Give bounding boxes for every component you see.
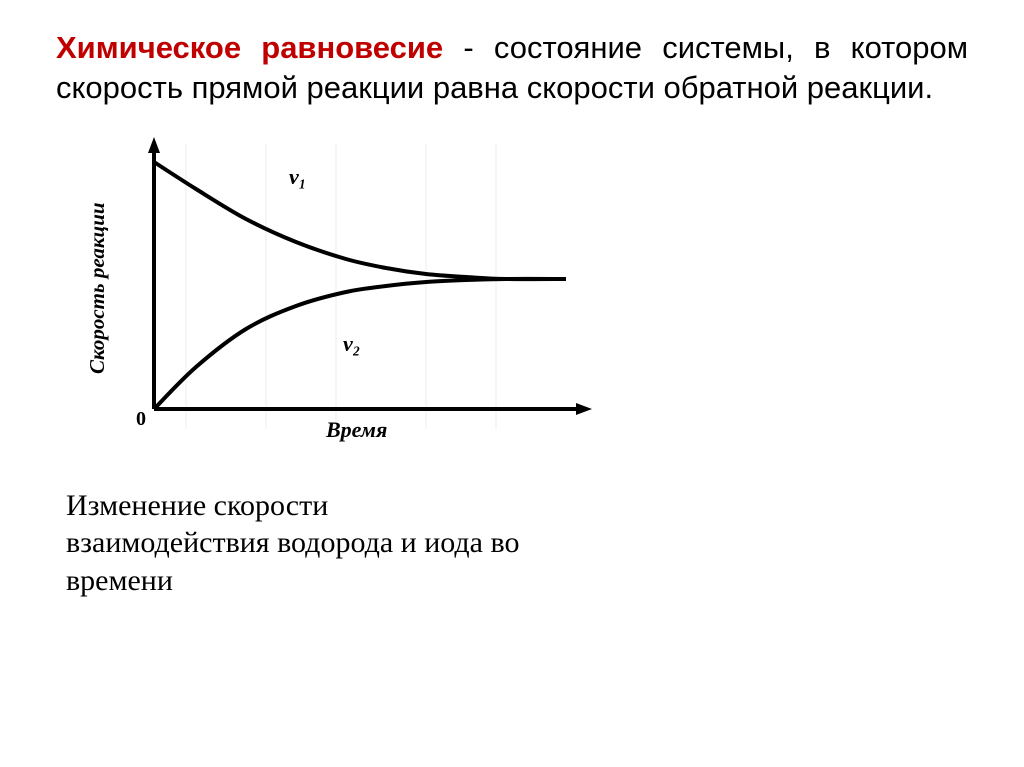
label-v2: v₂ <box>343 331 360 356</box>
chart-caption: Изменение скорости взаимодействия водоро… <box>66 487 526 600</box>
x-axis <box>154 403 592 415</box>
curve-v1 <box>154 162 566 279</box>
definition-text: Химическое равновесие - состояние систем… <box>56 28 968 109</box>
y-axis-label: Скорость реакции <box>85 202 109 374</box>
chart-svg: v₁ v₂ 0 Время Скорость реакции <box>66 129 626 459</box>
series-v2: v₂ <box>154 279 566 409</box>
slide: Химическое равновесие - состояние систем… <box>0 0 1024 767</box>
equilibrium-chart: v₁ v₂ 0 Время Скорость реакции <box>66 129 626 459</box>
term: Химическое равновесие <box>56 30 443 65</box>
series-v1: v₁ <box>154 162 566 279</box>
label-v1: v₁ <box>289 164 306 189</box>
pixel-noise <box>186 144 496 429</box>
origin-label: 0 <box>136 408 146 430</box>
y-axis <box>148 137 160 409</box>
x-axis-label: Время <box>325 417 387 442</box>
